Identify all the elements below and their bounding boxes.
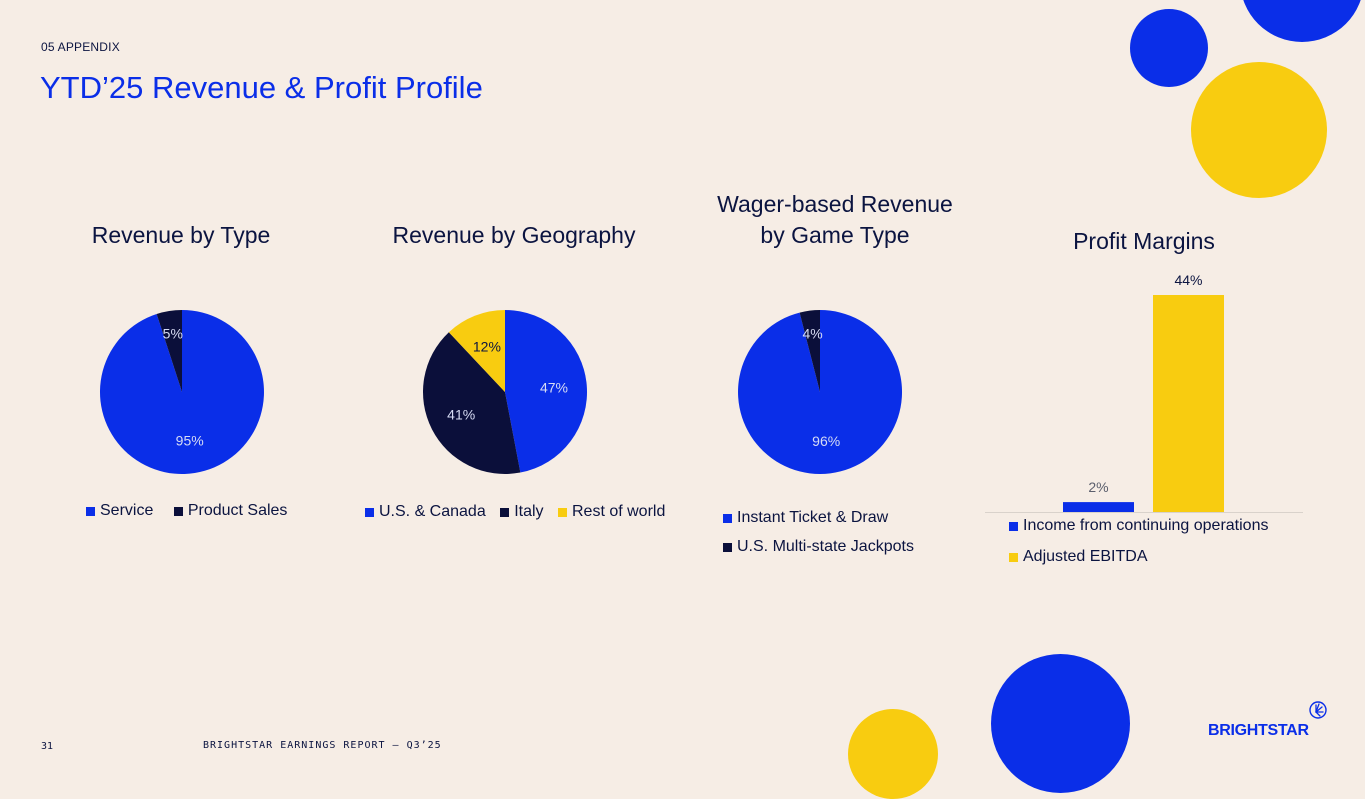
legend-item: Product Sales bbox=[173, 502, 288, 520]
pie-chart-revenue-by-type: 95% 5% bbox=[99, 310, 264, 474]
pie-slice bbox=[156, 310, 182, 392]
legend-label: Italy bbox=[514, 503, 544, 520]
pie-data-label: 47% bbox=[540, 379, 568, 395]
legend-label: Rest of world bbox=[571, 503, 666, 520]
chart-title-wager-line-1: Wager-based Revenue bbox=[717, 191, 953, 217]
legend-item: U.S. Multi-state Jackpots bbox=[723, 538, 914, 556]
legend-swatch-yellow bbox=[557, 507, 567, 517]
legend-label: Product Sales bbox=[187, 502, 288, 519]
legend-swatch-navy bbox=[173, 506, 183, 516]
legend-swatch-blue bbox=[723, 513, 732, 523]
bar bbox=[1153, 295, 1224, 512]
chart-title-profit-margins: Profit Margins bbox=[1073, 228, 1215, 254]
pie-chart-revenue-by-geography: 47% 41% 12% bbox=[422, 310, 588, 475]
pie-slice bbox=[799, 310, 820, 392]
legend-swatch-blue bbox=[365, 507, 374, 517]
pie-data-label: 41% bbox=[447, 406, 475, 422]
legend-label: Income from continuing operations bbox=[1023, 517, 1269, 534]
chart-title-revenue-by-geography: Revenue by Geography bbox=[392, 222, 636, 248]
legend-label: U.S. Multi-state Jackpots bbox=[737, 538, 914, 555]
pie-chart-wager-by-game-type: 96% 4% bbox=[738, 310, 903, 474]
pie-slice bbox=[738, 310, 903, 474]
legend-swatch-blue bbox=[86, 506, 95, 516]
legend-label: Service bbox=[100, 502, 154, 519]
pie-slice bbox=[422, 332, 521, 475]
page-title: YTD’25 Revenue & Profit Profile bbox=[40, 70, 483, 105]
pie-data-label: 95% bbox=[176, 433, 204, 449]
legend-profit-margins: Income from continuing operations Adjust… bbox=[1009, 517, 1278, 577]
legend-swatch-yellow bbox=[1009, 552, 1018, 562]
pie-data-label: 96% bbox=[812, 433, 840, 449]
pie-slice bbox=[505, 310, 588, 473]
legend-swatch-navy bbox=[723, 542, 732, 552]
legend-item: Adjusted EBITDA bbox=[1009, 548, 1268, 566]
pie-data-label: 5% bbox=[163, 326, 183, 342]
legend-item: Income from continuing operations bbox=[1009, 517, 1268, 535]
legend-item: Italy bbox=[500, 503, 544, 521]
legend-item: Instant Ticket & Draw bbox=[723, 509, 914, 527]
report-name: BRIGHTSTAR EARNINGS REPORT – Q3’25 bbox=[203, 740, 442, 751]
legend-label: U.S. & Canada bbox=[379, 503, 486, 520]
legend-wager-by-game-type: Instant Ticket & Draw U.S. Multi-state J… bbox=[723, 509, 924, 567]
star-burst-icon bbox=[1309, 701, 1327, 719]
legend-revenue-by-type: Service Product Sales bbox=[86, 502, 297, 521]
pie-slice bbox=[448, 310, 505, 392]
decorative-circle-blue-bottom bbox=[991, 654, 1130, 793]
page-number: 31 bbox=[41, 741, 54, 752]
section-label: 05 APPENDIX bbox=[41, 40, 120, 54]
bar-chart-profit-margins: 2% 44% bbox=[985, 272, 1303, 513]
legend-label: Adjusted EBITDA bbox=[1023, 548, 1148, 565]
bar-data-label: 44% bbox=[1174, 272, 1202, 288]
decorative-circle-yellow-top bbox=[1191, 62, 1327, 198]
pie-slice bbox=[99, 310, 264, 474]
legend-label: Instant Ticket & Draw bbox=[737, 509, 889, 526]
decorative-circle-blue-top-corner bbox=[1240, 0, 1364, 42]
chart-title-revenue-by-type: Revenue by Type bbox=[91, 222, 271, 248]
chart-title-wager-line-2: by Game Type bbox=[760, 222, 910, 248]
bar bbox=[1063, 502, 1134, 512]
brand-wordmark: BRIGHTSTAR bbox=[1208, 722, 1309, 739]
decorative-circle-yellow-bottom bbox=[848, 709, 938, 799]
legend-item: Service bbox=[86, 502, 153, 520]
legend-swatch-blue bbox=[1009, 521, 1018, 531]
pie-data-label: 4% bbox=[802, 325, 822, 341]
brightstar-logo: BRIGHTSTAR bbox=[1208, 700, 1328, 742]
legend-revenue-by-geography: U.S. & Canada Italy Rest of world bbox=[365, 503, 675, 522]
legend-swatch-navy bbox=[500, 507, 510, 517]
bar-data-label: 2% bbox=[1088, 479, 1108, 495]
decorative-circle-blue-small bbox=[1130, 9, 1208, 87]
pie-data-label: 12% bbox=[473, 338, 501, 354]
legend-item: Rest of world bbox=[557, 503, 666, 521]
legend-item: U.S. & Canada bbox=[365, 503, 486, 521]
